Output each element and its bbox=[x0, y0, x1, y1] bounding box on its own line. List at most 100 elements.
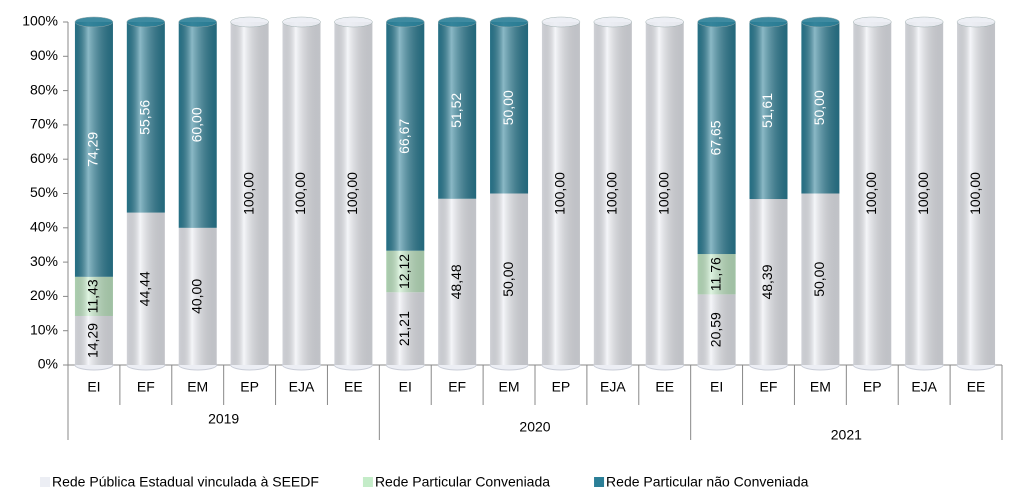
data-label: 100,00 bbox=[552, 172, 568, 215]
x-tick-label: EI bbox=[710, 379, 723, 395]
bar-top bbox=[697, 16, 736, 28]
bar-shine bbox=[697, 254, 736, 295]
bar-top bbox=[489, 16, 529, 28]
bar-shine bbox=[957, 22, 996, 365]
x-tick-label: EE bbox=[344, 379, 363, 395]
x-tick-label: EM bbox=[187, 379, 208, 395]
data-label: 11,76 bbox=[707, 257, 723, 291]
bar-shine bbox=[905, 22, 944, 365]
x-tick-label: EJA bbox=[911, 379, 937, 395]
data-label: 14,29 bbox=[85, 323, 101, 358]
bar-shine bbox=[386, 22, 425, 251]
data-label: 50,00 bbox=[811, 262, 827, 297]
y-tick-label: 80% bbox=[30, 81, 58, 97]
bar-top bbox=[386, 16, 425, 28]
data-label: 48,48 bbox=[448, 264, 464, 299]
data-label: 40,00 bbox=[188, 279, 204, 314]
bar-shine bbox=[230, 22, 269, 365]
bar-shine bbox=[853, 22, 892, 365]
y-tick-label: 30% bbox=[30, 253, 58, 269]
y-tick-label: 40% bbox=[30, 219, 58, 235]
x-tick-label: EM bbox=[810, 379, 831, 395]
x-tick-label: EI bbox=[399, 379, 412, 395]
bar-shine bbox=[645, 22, 684, 365]
data-label: 51,52 bbox=[448, 93, 464, 128]
bar-shine bbox=[697, 22, 736, 255]
x-tick-label: EI bbox=[87, 379, 100, 395]
legend-label: Rede Particular não Conveniada bbox=[606, 474, 809, 490]
bar-top bbox=[593, 16, 633, 28]
bar-shine bbox=[697, 294, 736, 365]
bar-shine bbox=[749, 199, 788, 365]
x-tick-label: EP bbox=[240, 379, 259, 395]
bar-top bbox=[282, 16, 321, 28]
y-tick-label: 70% bbox=[30, 116, 58, 132]
legend-label: Rede Pública Estadual vinculada à SEEDF bbox=[52, 474, 319, 490]
bar-top bbox=[801, 16, 840, 28]
bar-top bbox=[126, 16, 166, 28]
y-tick-label: 90% bbox=[30, 47, 58, 63]
x-tick-label: EM bbox=[499, 379, 520, 395]
bar-shine bbox=[490, 193, 529, 365]
data-label: 67,65 bbox=[707, 120, 723, 155]
bar-top bbox=[334, 16, 373, 28]
data-label: 100,00 bbox=[240, 172, 256, 215]
bar-shine bbox=[126, 212, 165, 365]
bar-shine bbox=[490, 22, 529, 194]
x-tick-label: EF bbox=[137, 379, 155, 395]
data-label: 100,00 bbox=[292, 172, 308, 215]
bar-top bbox=[541, 16, 581, 28]
bar-top bbox=[178, 16, 217, 28]
bar-top bbox=[904, 16, 944, 28]
bar-shine bbox=[801, 193, 840, 365]
bar-shine bbox=[541, 22, 580, 365]
x-tick-label: EF bbox=[760, 379, 778, 395]
bar-top bbox=[437, 16, 477, 28]
data-label: 50,00 bbox=[811, 90, 827, 125]
x-tick-label: EJA bbox=[600, 379, 626, 395]
y-tick-label: 10% bbox=[30, 321, 58, 337]
x-tick-label: EP bbox=[552, 379, 571, 395]
group-label: 2020 bbox=[519, 419, 550, 435]
y-tick-label: 0% bbox=[38, 356, 58, 372]
y-tick-label: 100% bbox=[22, 13, 58, 29]
data-label: 100,00 bbox=[863, 172, 879, 215]
bar-top bbox=[853, 16, 892, 28]
data-label: 48,39 bbox=[759, 264, 775, 299]
bar-shine bbox=[74, 21, 113, 277]
bar-shine bbox=[438, 198, 477, 365]
bar-shine bbox=[801, 22, 840, 194]
x-tick-label: EE bbox=[967, 379, 986, 395]
bar-shine bbox=[126, 22, 165, 213]
legend-swatch bbox=[40, 477, 50, 487]
bar-shine bbox=[386, 292, 425, 365]
bar-shine bbox=[593, 22, 632, 365]
bar-shine bbox=[749, 22, 788, 200]
data-label: 20,59 bbox=[707, 312, 723, 347]
data-label: 50,00 bbox=[500, 90, 516, 125]
data-label: 100,00 bbox=[655, 172, 671, 215]
data-label: 100,00 bbox=[344, 172, 360, 215]
x-tick-label: EF bbox=[448, 379, 466, 395]
x-tick-label: EP bbox=[863, 379, 882, 395]
bar-top bbox=[74, 16, 114, 28]
x-tick-label: EJA bbox=[289, 379, 315, 395]
y-tick-label: 50% bbox=[30, 184, 58, 200]
data-label: 11,43 bbox=[85, 279, 101, 313]
legend-swatch bbox=[362, 477, 373, 487]
bar-top bbox=[956, 16, 996, 28]
bar-shine bbox=[334, 22, 373, 365]
bar-shine bbox=[74, 315, 113, 365]
group-label: 2021 bbox=[831, 427, 862, 443]
data-label: 55,56 bbox=[137, 100, 153, 135]
bar-top bbox=[645, 16, 684, 28]
bar-shine bbox=[74, 276, 113, 316]
bar-shine bbox=[386, 250, 425, 293]
data-label: 100,00 bbox=[915, 172, 931, 215]
bar-top bbox=[749, 16, 788, 28]
data-label: 12,12 bbox=[396, 254, 412, 289]
bar-shine bbox=[438, 22, 477, 199]
data-label: 100,00 bbox=[967, 172, 983, 215]
group-label: 2019 bbox=[208, 411, 239, 427]
